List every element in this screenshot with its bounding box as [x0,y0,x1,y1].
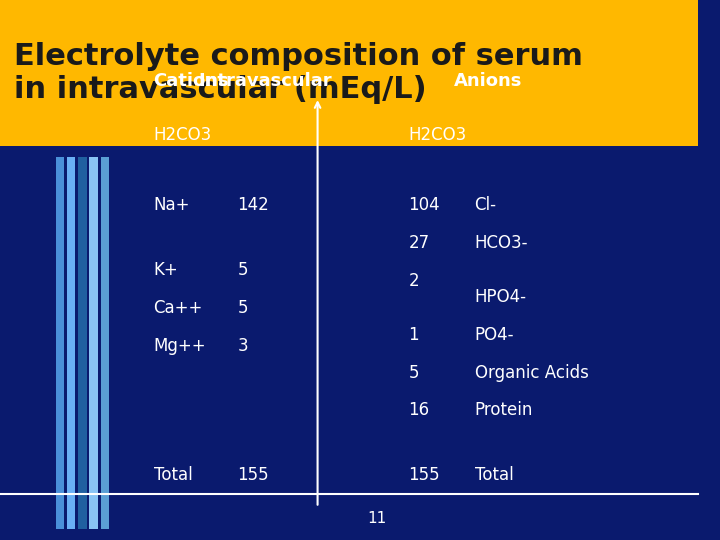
Text: HPO4-: HPO4- [474,288,526,306]
FancyBboxPatch shape [89,157,98,529]
FancyBboxPatch shape [67,157,76,529]
Text: Cations: Cations [153,72,229,90]
Text: 5: 5 [238,299,248,317]
Text: K+: K+ [153,261,179,279]
Text: 155: 155 [408,466,440,484]
Text: Protein: Protein [474,401,533,420]
Text: H2CO3: H2CO3 [408,126,467,144]
Text: Organic Acids: Organic Acids [474,363,588,382]
Text: 5: 5 [408,363,419,382]
Text: 11: 11 [367,511,387,526]
Text: 3: 3 [238,336,248,355]
Text: Na+: Na+ [153,196,190,214]
Text: 142: 142 [238,196,269,214]
Text: Anions: Anions [454,72,522,90]
Text: 104: 104 [408,196,440,214]
Text: 5: 5 [238,261,248,279]
Text: PO4-: PO4- [474,326,514,344]
Text: Electrolyte composition of serum
in intravascular (mEq/L): Electrolyte composition of serum in intr… [14,42,582,104]
FancyBboxPatch shape [0,0,698,146]
FancyBboxPatch shape [78,157,86,529]
Text: Cl-: Cl- [474,196,497,214]
Text: 155: 155 [238,466,269,484]
Text: HCO3-: HCO3- [474,234,528,252]
Text: 1: 1 [408,326,419,344]
Text: Intravascular: Intravascular [199,72,332,90]
FancyBboxPatch shape [101,157,109,529]
Text: 27: 27 [408,234,429,252]
Text: 2: 2 [408,272,419,290]
Text: Ca++: Ca++ [153,299,203,317]
Text: 16: 16 [408,401,429,420]
FancyBboxPatch shape [56,157,64,529]
Text: Total: Total [153,466,192,484]
Text: Total: Total [474,466,513,484]
Text: Mg++: Mg++ [153,336,206,355]
Text: H2CO3: H2CO3 [153,126,212,144]
